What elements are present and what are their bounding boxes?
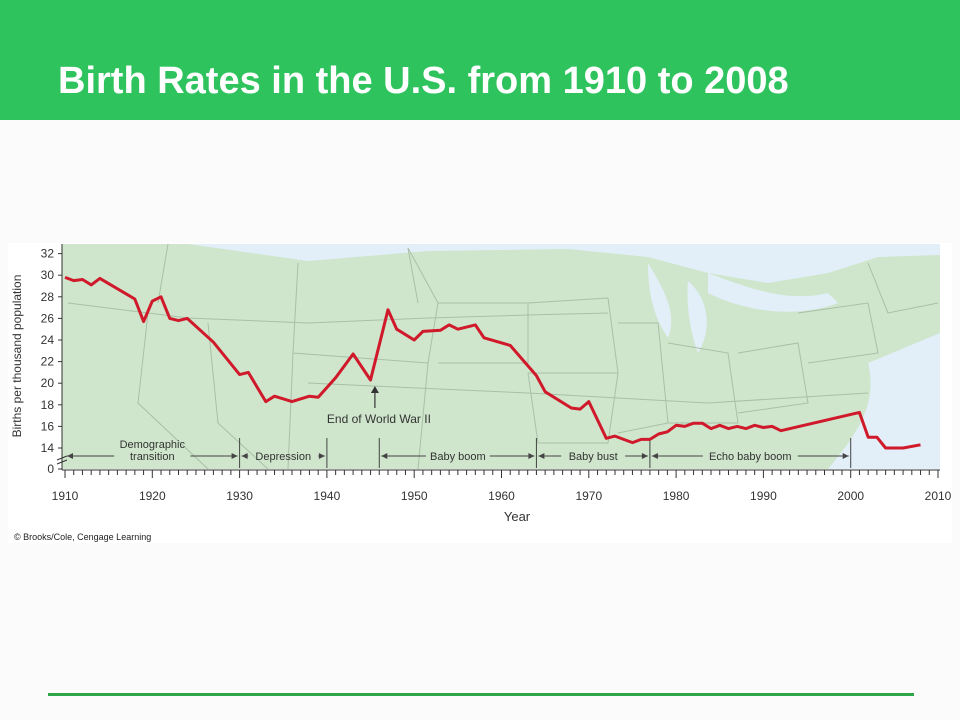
period-arrowhead	[241, 453, 248, 459]
us-map-background	[62, 244, 940, 469]
period-arrowhead	[651, 453, 658, 459]
credit-line: © Brooks/Cole, Cengage Learning	[14, 532, 151, 542]
period-arrowhead	[381, 453, 388, 459]
y-tick-label: 18	[41, 398, 55, 412]
footer-rule	[48, 693, 914, 696]
y-tick-label: 14	[41, 441, 55, 455]
y-axis-label: Births per thousand population	[10, 275, 24, 438]
period-label: Depression	[255, 451, 311, 463]
annotation-arrowhead	[370, 385, 379, 393]
x-tick-label: 1950	[401, 489, 428, 503]
y-tick-label: 16	[41, 419, 55, 433]
y-tick-label: 22	[41, 355, 55, 369]
x-tick-label: 1980	[663, 489, 690, 503]
y-tick-label: 24	[41, 333, 55, 347]
x-tick-label: 1960	[488, 489, 515, 503]
y-tick-label: 30	[41, 268, 55, 282]
birth-rate-chart: 0 14 16 18 20 22 24 26 28 30 32 1910 1920 1930 1940 195…	[10, 244, 952, 542]
period-arrowhead	[318, 453, 325, 459]
y-tick-label: 20	[41, 376, 55, 390]
x-tick-label: 1920	[139, 489, 166, 503]
annotation-label: End of World War II	[327, 412, 431, 426]
title-banner	[0, 0, 960, 120]
period-arrowhead	[641, 453, 648, 459]
x-tick-label: 1990	[750, 489, 777, 503]
chart-figure: 0 14 16 18 20 22 24 26 28 30 32 1910 1920 1930 1940 195…	[8, 243, 952, 543]
period-label: Echo baby boom	[709, 451, 792, 463]
period-label: Baby bust	[569, 451, 618, 463]
slide-title: Birth Rates in the U.S. from 1910 to 200…	[58, 60, 789, 102]
period-arrowhead	[538, 453, 545, 459]
y-axis-break-mark	[56, 455, 68, 465]
birth-rate-line	[64, 275, 921, 450]
period-arrowhead	[842, 453, 849, 459]
y-tick-label: 0	[47, 462, 54, 476]
series-group	[64, 275, 921, 450]
period-arrowhead	[528, 453, 535, 459]
period-arrowhead	[231, 453, 238, 459]
x-tick-label: 1910	[52, 489, 79, 503]
period-label: Baby boom	[430, 451, 486, 463]
x-axis-label: Year	[504, 509, 531, 524]
x-tick-label: 1970	[575, 489, 602, 503]
x-tick-label: 2010	[925, 489, 952, 503]
annotation-group: End of World War II	[327, 385, 431, 426]
x-tick-label: 1930	[226, 489, 253, 503]
period-label: transition	[130, 451, 175, 463]
y-tick-label: 26	[41, 311, 55, 325]
y-tick-label: 32	[41, 247, 55, 261]
x-tick-label: 1940	[314, 489, 341, 503]
period-arrowhead	[67, 453, 73, 459]
x-tick-label: 2000	[837, 489, 864, 503]
period-label: Demographic	[120, 439, 186, 451]
y-tick-label: 28	[41, 290, 55, 304]
chart-axes: 0 14 16 18 20 22 24 26 28 30 32 1910 1920 1930 1940 195…	[41, 244, 952, 503]
